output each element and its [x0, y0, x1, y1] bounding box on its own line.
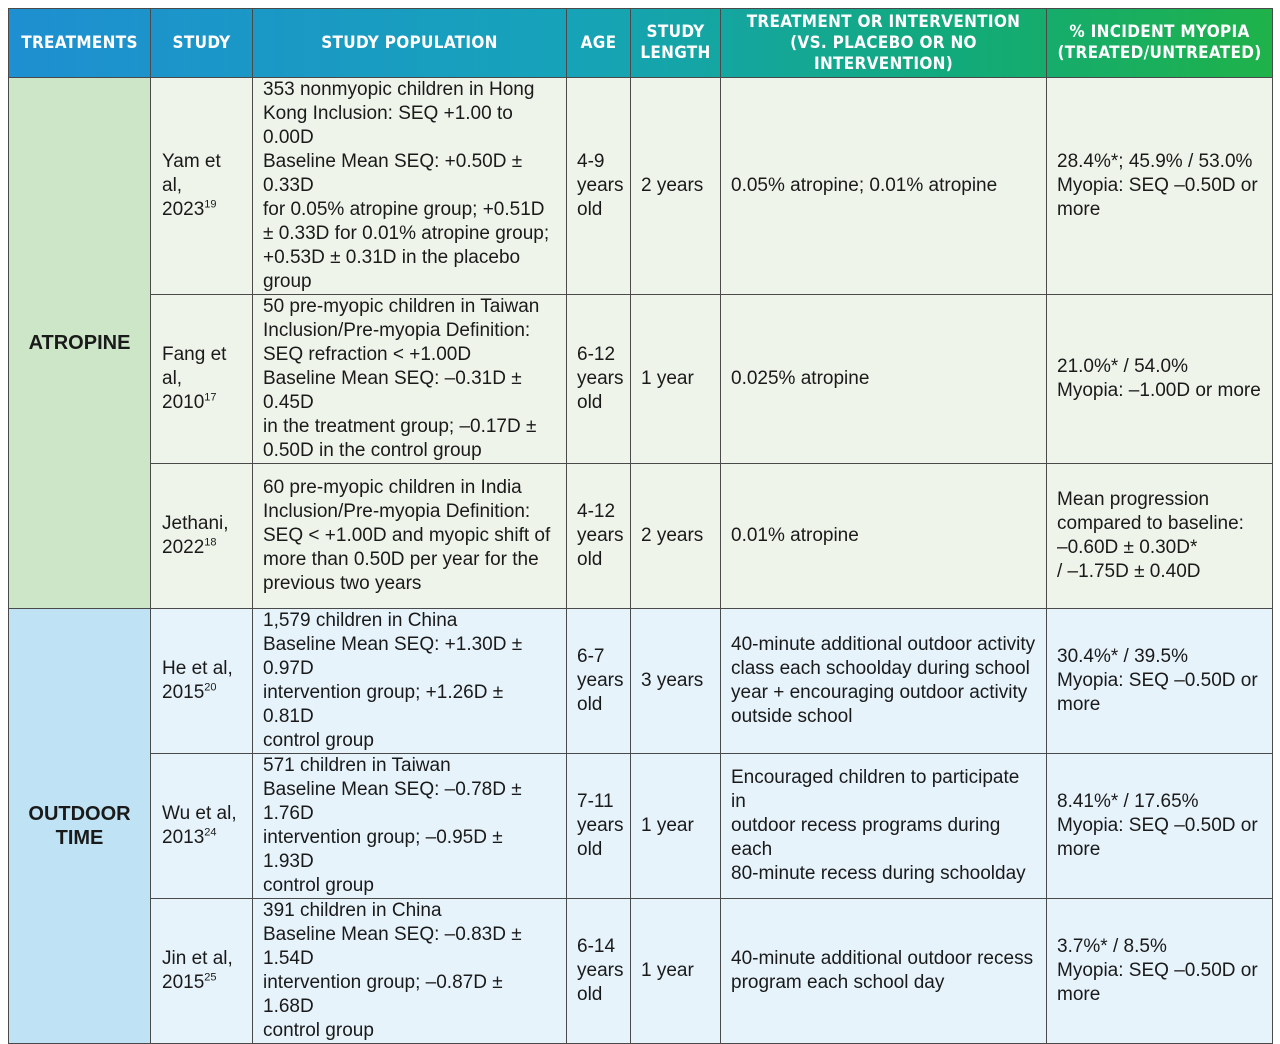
table-row: Jethani, 202218 60 pre-myopic children i… [9, 463, 1273, 609]
length-cell: 1 year [630, 294, 721, 464]
age-cell: 4-12 years old [566, 463, 631, 609]
header-incident-myopia: % INCIDENT MYOPIA (TREATED/UNTREATED) [1046, 8, 1273, 78]
age-cell: 4-9 years old [566, 77, 631, 295]
intervention-cell: 40-minute additional outdoor activity cl… [720, 608, 1047, 754]
intervention-cell: 40-minute additional outdoor recess prog… [720, 898, 1047, 1044]
reference-number: 18 [204, 536, 217, 549]
study-cell: Yam et al, 202319 [150, 77, 253, 295]
header-study: STUDY [150, 8, 253, 78]
study-cell: He et al, 201520 [150, 608, 253, 754]
table-row: Jin et al, 201525 391 children in China … [9, 898, 1273, 1044]
table-row: Wu et al, 201324 571 children in Taiwan … [9, 753, 1273, 899]
study-name: Fang et al, 2010 [162, 344, 227, 413]
study-name: Wu et al, 2013 [162, 803, 237, 848]
length-cell: 2 years [630, 463, 721, 609]
length-cell: 1 year [630, 898, 721, 1044]
intervention-cell: Encouraged children to participate in ou… [720, 753, 1047, 899]
population-cell: 571 children in Taiwan Baseline Mean SEQ… [252, 753, 567, 899]
age-cell: 7-11 years old [566, 753, 631, 899]
length-cell: 2 years [630, 77, 721, 295]
header-treatments: TREATMENTS [8, 8, 151, 78]
age-cell: 6-7 years old [566, 608, 631, 754]
study-name: He et al, 2015 [162, 658, 233, 703]
length-cell: 1 year [630, 753, 721, 899]
reference-number: 24 [204, 826, 217, 839]
header-age: AGE [566, 8, 631, 78]
incidence-cell: 3.7%* / 8.5% Myopia: SEQ –0.50D or more [1046, 898, 1273, 1044]
table-row: ATROPINE Yam et al, 202319 353 nonmyopic… [8, 77, 1273, 609]
study-name: Jin et al, 2015 [162, 948, 233, 993]
header-study-population: STUDY POPULATION [252, 8, 567, 78]
incidence-cell: Mean progression compared to baseline: –… [1046, 463, 1273, 609]
incidence-cell: 21.0%* / 54.0% Myopia: –1.00D or more [1046, 294, 1273, 464]
intervention-cell: 0.025% atropine [720, 294, 1047, 464]
population-cell: 391 children in China Baseline Mean SEQ:… [252, 898, 567, 1044]
incidence-cell: 30.4%* / 39.5% Myopia: SEQ –0.50D or mor… [1046, 608, 1273, 754]
age-cell: 6-12 years old [566, 294, 631, 464]
reference-number: 25 [204, 971, 217, 984]
intervention-cell: 0.01% atropine [720, 463, 1047, 609]
reference-number: 19 [204, 198, 217, 211]
header-row: TREATMENTS STUDY STUDY POPULATION AGE ST… [8, 8, 1273, 78]
table-row: Fang et al, 201017 50 pre-myopic childre… [9, 294, 1273, 464]
header-study-length: STUDY LENGTH [630, 8, 721, 78]
population-cell: 60 pre-myopic children in India Inclusio… [252, 463, 567, 609]
table-row: OUTDOOR TIME He et al, 201520 1,579 chil… [8, 608, 1273, 1044]
group-atropine: ATROPINE Yam et al, 202319 353 nonmyopic… [8, 77, 1273, 609]
length-cell: 3 years [630, 608, 721, 754]
myopia-treatments-table: TREATMENTS STUDY STUDY POPULATION AGE ST… [8, 8, 1273, 1044]
reference-number: 17 [204, 391, 217, 404]
study-cell: Wu et al, 201324 [150, 753, 253, 899]
study-cell: Jin et al, 201525 [150, 898, 253, 1044]
study-cell: Jethani, 202218 [150, 463, 253, 609]
age-cell: 6-14 years old [566, 898, 631, 1044]
study-cell: Fang et al, 201017 [150, 294, 253, 464]
category-label: OUTDOOR TIME [8, 608, 151, 1044]
reference-number: 20 [204, 681, 217, 694]
header-intervention: TREATMENT OR INTERVENTION (VS. PLACEBO O… [720, 8, 1047, 78]
category-label: ATROPINE [8, 77, 151, 609]
incidence-cell: 8.41%* / 17.65% Myopia: SEQ –0.50D or mo… [1046, 753, 1273, 899]
group-outdoor-time: OUTDOOR TIME He et al, 201520 1,579 chil… [8, 608, 1273, 1044]
incidence-cell: 28.4%*; 45.9% / 53.0% Myopia: SEQ –0.50D… [1046, 77, 1273, 295]
study-name: Yam et al, 2023 [162, 151, 221, 220]
population-cell: 50 pre-myopic children in Taiwan Inclusi… [252, 294, 567, 464]
population-cell: 353 nonmyopic children in Hong Kong Incl… [252, 77, 567, 295]
intervention-cell: 0.05% atropine; 0.01% atropine [720, 77, 1047, 295]
population-cell: 1,579 children in China Baseline Mean SE… [252, 608, 567, 754]
study-name: Jethani, 2022 [162, 513, 229, 558]
